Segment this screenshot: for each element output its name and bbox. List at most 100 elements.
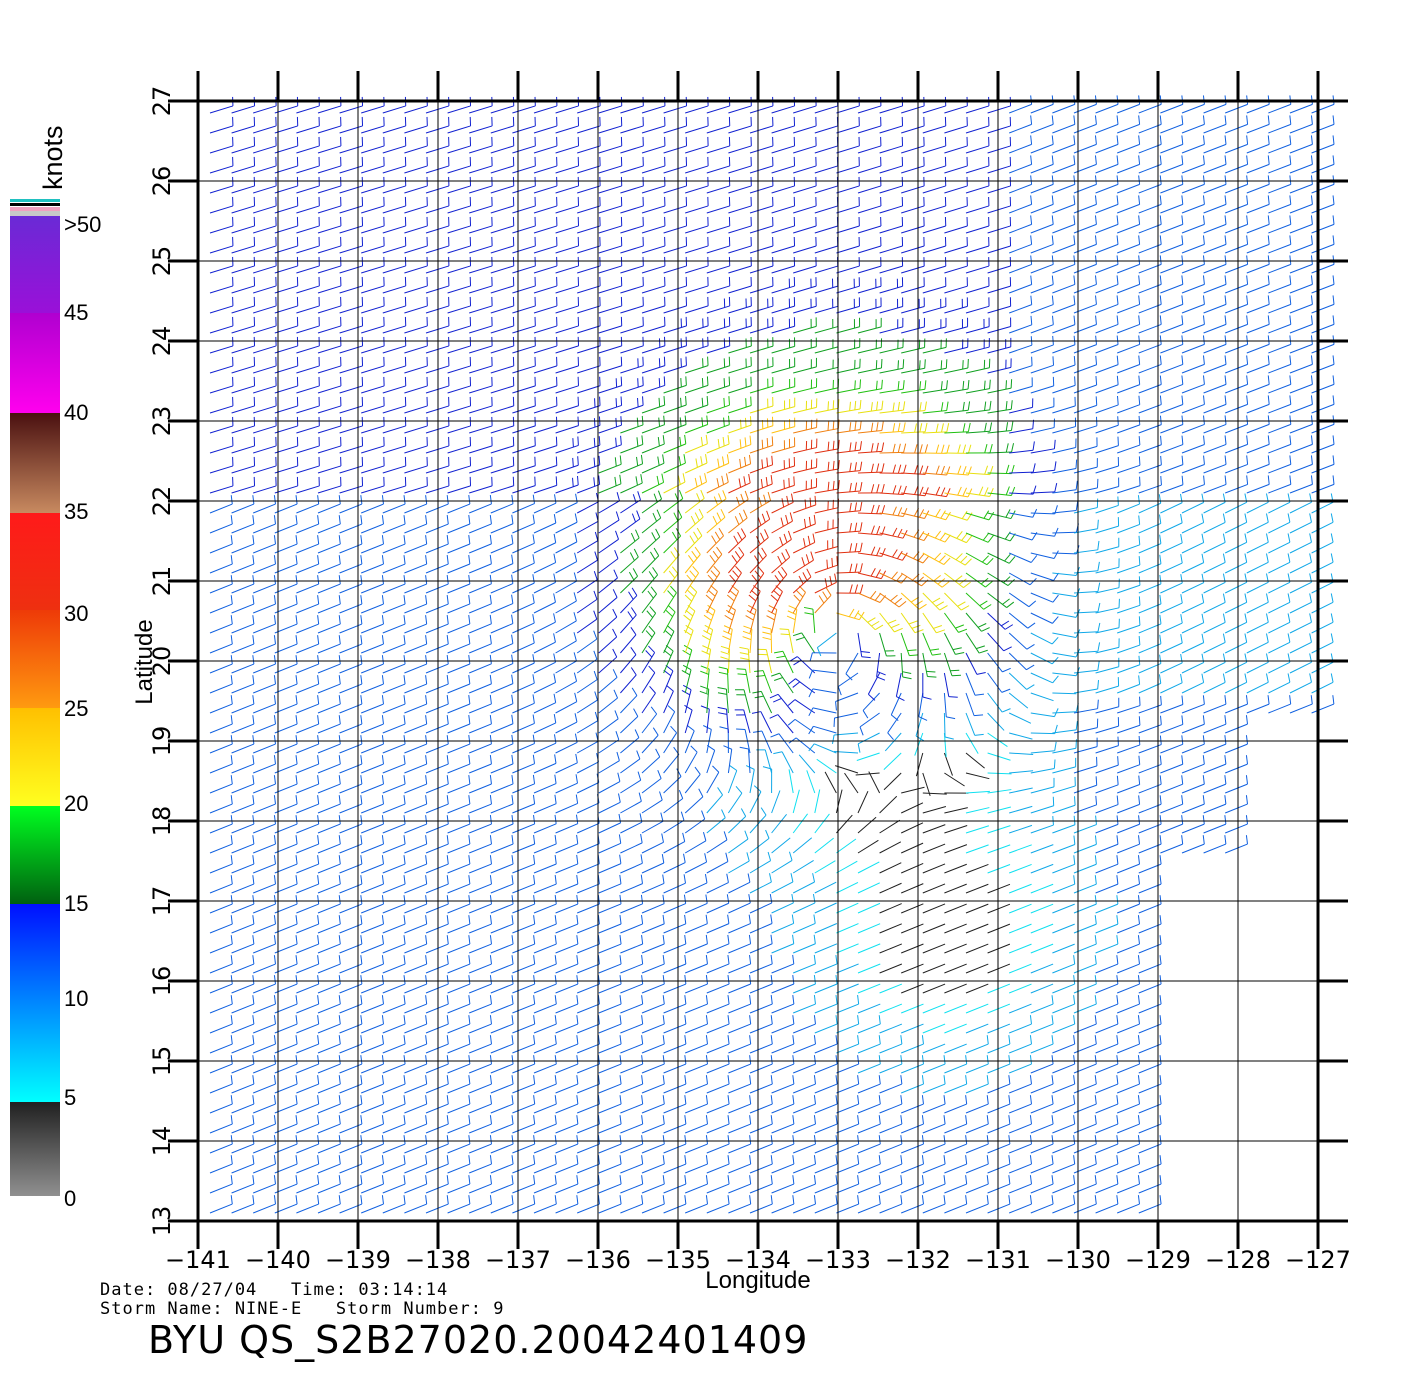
wind-barb-flag [360, 775, 363, 785]
wind-barb [620, 943, 643, 954]
wind-barb [447, 1163, 471, 1174]
wind-barb-flag [597, 1135, 600, 1145]
wind-barb [1117, 464, 1141, 474]
wind-barb-flag [468, 1055, 471, 1065]
wind-barb [663, 1203, 687, 1214]
wind-barb [296, 1163, 319, 1174]
wind-barb [512, 325, 536, 334]
wind-barb-flag [684, 1115, 687, 1125]
wind-barb [620, 385, 644, 394]
wind-barb-flag [854, 522, 858, 532]
wind-barb [361, 1003, 384, 1014]
wind-barb [728, 1203, 751, 1214]
wind-barb-flag [425, 1155, 428, 1165]
wind-barb-flag [620, 396, 623, 406]
wind-barb-flag [598, 455, 601, 465]
wind-barb-flag [576, 975, 579, 985]
wind-barb-flag [295, 1175, 298, 1185]
wind-barb-flag [468, 995, 471, 1005]
wind-barb [771, 813, 787, 834]
wind-barb-flag [723, 417, 725, 427]
wind-barb [965, 1163, 989, 1174]
wind-barb [922, 1083, 946, 1094]
wind-barb-flag [468, 815, 471, 825]
wind-barb-flag [230, 935, 233, 945]
wind-barb-flag [573, 572, 577, 582]
wind-barb-flag [921, 1195, 924, 1205]
wind-barb [404, 405, 428, 414]
wind-barb-flag [662, 1055, 665, 1065]
wind-barb-flag [446, 775, 449, 785]
wind-barb [1117, 1063, 1140, 1074]
wind-barb-flag [726, 873, 729, 883]
wind-barb [1117, 664, 1140, 674]
wind-barb-flag [1074, 796, 1076, 806]
wind-barb-flag [641, 914, 644, 925]
wind-barb-flag [489, 534, 492, 544]
wind-barb [793, 523, 816, 534]
wind-barb-flag [859, 522, 863, 532]
wind-barb-flag [662, 955, 665, 965]
wind-barb-flag [773, 589, 781, 597]
wind-barb [1073, 445, 1098, 454]
wind-barb-flag [511, 875, 514, 885]
wind-barb [425, 405, 450, 414]
wind-barb [663, 443, 686, 454]
wind-barb-flag [230, 1015, 233, 1025]
wind-barb-flag [1181, 735, 1184, 745]
wind-barb [922, 805, 947, 814]
wind-barb-flag [511, 935, 514, 945]
wind-barb [1246, 383, 1270, 394]
wind-barb [339, 503, 363, 514]
wind-barb-flag [403, 1055, 406, 1065]
wind-barb [533, 722, 556, 734]
wind-barb [274, 425, 298, 434]
wind-barb [425, 285, 450, 294]
wind-barb [641, 404, 665, 414]
wind-barb-flag [763, 494, 767, 504]
wind-barb-flag [754, 670, 764, 672]
wind-barb-flag [317, 1175, 320, 1185]
wind-barb [706, 345, 730, 354]
wind-barb [836, 902, 859, 914]
wind-barb [598, 1183, 622, 1194]
wind-barb-flag [723, 625, 733, 630]
wind-barb [857, 612, 876, 631]
wind-barb [1160, 444, 1184, 454]
wind-barb-flag [252, 1175, 255, 1185]
wind-barb [361, 863, 384, 874]
wind-barb [1225, 303, 1248, 314]
wind-barb [577, 1063, 600, 1074]
wind-barb [274, 643, 298, 654]
wind-barb [576, 638, 598, 654]
wind-barb [1117, 1123, 1140, 1134]
wind-barb-flag [705, 1115, 708, 1125]
wind-barb-flag [593, 610, 598, 620]
wind-barb-flag [1001, 688, 1011, 693]
wind-barb [490, 543, 514, 554]
wind-barb [620, 1083, 643, 1094]
wind-barb-flag [854, 563, 858, 573]
wind-barb [555, 903, 579, 914]
wind-barb-flag [1006, 601, 1015, 608]
wind-barb [922, 1023, 946, 1034]
wind-barb-flag [230, 1055, 233, 1065]
wind-barb-flag [468, 935, 471, 945]
wind-barb [836, 1063, 859, 1074]
wind-barb [1311, 661, 1334, 674]
wind-barb-flag [1160, 435, 1162, 445]
wind-barb-flag [230, 1175, 233, 1185]
wind-barb [1095, 823, 1119, 834]
wind-barb [533, 843, 557, 854]
wind-barb [425, 425, 450, 434]
wind-barb-flag [1095, 795, 1098, 805]
wind-barb-flag [700, 456, 703, 466]
wind-barb [577, 983, 600, 994]
wind-barb [620, 424, 644, 434]
wind-barb [685, 424, 708, 434]
wind-barb [900, 822, 924, 834]
wind-barb [209, 1203, 233, 1214]
wind-barb [836, 814, 853, 834]
wind-barb [1073, 943, 1097, 954]
wind-barb [706, 1123, 730, 1134]
